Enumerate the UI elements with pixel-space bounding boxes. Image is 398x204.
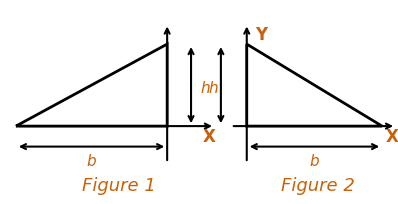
Text: Y: Y	[255, 26, 267, 44]
Text: b: b	[310, 154, 319, 169]
Text: Figure 2: Figure 2	[281, 176, 355, 194]
Text: h: h	[208, 80, 218, 95]
Text: h: h	[200, 80, 210, 95]
Text: X: X	[203, 128, 215, 146]
Text: X: X	[386, 128, 398, 146]
Text: Figure 1: Figure 1	[82, 176, 156, 194]
Text: b: b	[87, 154, 96, 169]
